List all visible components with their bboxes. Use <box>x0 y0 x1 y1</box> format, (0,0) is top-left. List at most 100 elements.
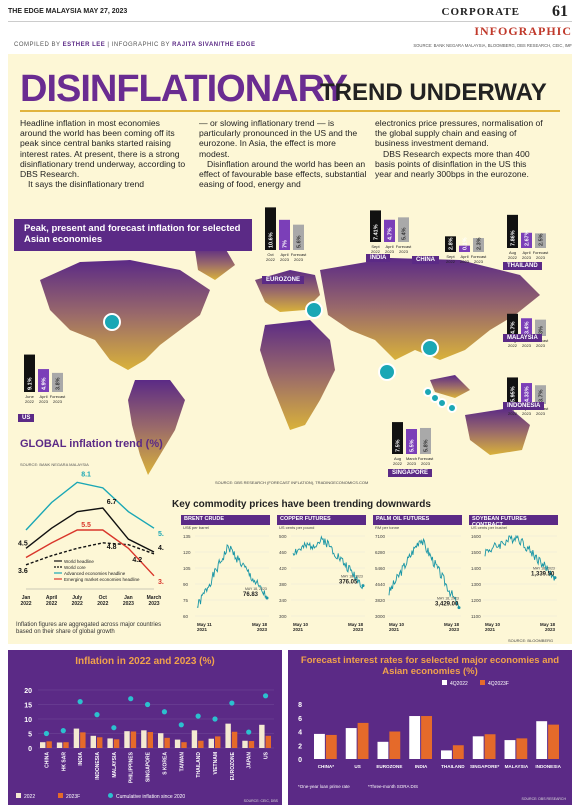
country-chart-us: 9.1%June20224.9%April20233.8%Forecast202… <box>24 354 66 404</box>
commodity-y-tick: 1100 <box>471 614 481 619</box>
rate-bar-4q2023f <box>484 734 496 759</box>
body-column-3: electronics price pressures, normalisati… <box>375 118 543 179</box>
infl-cumulative-dot <box>262 693 269 699</box>
credits-author: ESTHER LEE <box>62 42 106 48</box>
rate-legend-entry: 4Q2023F <box>488 681 509 687</box>
country-bar <box>521 232 532 248</box>
infl-x-tick: SINGAPORE <box>146 751 152 782</box>
commodity-last-value: 1,339.50 <box>531 572 555 578</box>
country-label-eurozone: EUROZONE <box>262 276 305 284</box>
country-bar-label: March <box>406 456 417 461</box>
credits: COMPILED BY ESTHER LEE | INFOGRAPHIC BY … <box>14 42 255 48</box>
rate-bar-4q2022 <box>409 716 421 759</box>
infl-cumulative-dot <box>229 700 235 706</box>
country-bar-label: 2023 <box>280 257 290 262</box>
map-source: SOURCE: DBS RESEARCH (FORECAST INFLATION… <box>215 480 369 485</box>
rate-bar-4q2022 <box>441 750 452 759</box>
commodity-x-start-year: 2021 <box>197 627 208 632</box>
commodity-panel: BRENT CRUDE US$ per barrel 135 120 105 90 75 60… <box>181 515 270 637</box>
north-america-shape <box>40 260 210 370</box>
country-bar <box>535 385 546 404</box>
country-bar-value: 2.3% <box>477 237 483 250</box>
commodity-y-tick: 90 <box>183 582 189 587</box>
rate-y-tick: 0 <box>298 757 302 764</box>
infl-bar-2023f <box>63 742 69 748</box>
country-bar-value: 7.86% <box>511 230 517 246</box>
rates-bars-chart: 4Q2022 4Q2023F 8 6 4 2 0 CHINA* US EUROZONE INDIA T… <box>298 680 566 801</box>
global-data-label: 4.8 <box>107 544 117 551</box>
country-bar-label: April <box>460 254 468 259</box>
country-bar-label: 2023 <box>39 399 49 404</box>
country-bar <box>507 313 518 336</box>
country-bar-label: 2023 <box>460 259 470 264</box>
body-column-2: — or slowing inflationary trend — is par… <box>199 118 367 189</box>
country-bar <box>279 219 290 250</box>
infl-bar-2022 <box>124 731 130 748</box>
rate-bar-4q2022 <box>314 733 325 759</box>
country-bar-label: Forecast <box>50 394 66 399</box>
country-bar-label: 2023 <box>294 257 304 262</box>
country-bar-value: 4.7% <box>388 227 394 240</box>
commodity-unit: RM per tonne <box>375 525 400 530</box>
commodity-x-end-year: 2023 <box>353 627 364 632</box>
commodity-y-tick: 6280 <box>375 550 386 555</box>
map-pin-thailand <box>423 387 433 397</box>
infographic-tag: INFOGRAPHIC <box>474 24 572 38</box>
commodity-panel-title: SOYBEAN FUTURES CONTRACT <box>469 515 558 528</box>
country-bar-value: 5.5% <box>410 439 416 452</box>
country-bar-label: Forecast <box>418 456 434 461</box>
country-bar <box>473 238 484 252</box>
commodity-x-start: May 10 <box>293 622 309 627</box>
commodity-unit: US cents per pound <box>279 525 315 530</box>
infl-cumulative-dot <box>77 699 83 705</box>
global-data-label: 4.5 <box>18 540 28 547</box>
commodity-y-tick: 135 <box>183 534 191 539</box>
country-label-us: US <box>18 414 35 422</box>
country-bar-label: Forecast <box>291 252 307 257</box>
country-bar <box>384 219 395 242</box>
greenland-shape <box>195 248 235 280</box>
country-bar-label: 2023 <box>421 461 431 466</box>
infl-bar-2022 <box>141 730 147 748</box>
inflation-bars-panel <box>8 650 282 805</box>
rate-bar-4q2022 <box>536 721 548 759</box>
country-bar-value: 7.41% <box>374 224 380 240</box>
infl-bar-2022 <box>40 742 46 748</box>
country-bar <box>398 217 409 242</box>
rate-bar-4q2022 <box>472 736 484 759</box>
infl-x-tick: VIETNAM <box>213 752 219 775</box>
infl-bar-2023f <box>113 739 120 748</box>
country-bar-label: 2023 <box>522 343 532 348</box>
country-bar-label: Sept <box>371 244 380 249</box>
australia-shape <box>465 408 530 455</box>
country-bar-label: 2022 <box>446 259 456 264</box>
country-chart-india: 7.41%Sept20224.7%April20235.4%Forecast20… <box>370 210 412 254</box>
infl-cumulative-dot <box>161 709 168 715</box>
global-x-tick: Jan <box>124 595 133 601</box>
global-x-tick: 2022 <box>20 601 31 607</box>
rate-legend-swatch <box>442 680 447 685</box>
commodity-y-tick: 300 <box>279 614 287 619</box>
infl-bar-2023f <box>46 741 52 748</box>
global-series-line <box>25 507 155 553</box>
country-bar-label: 2023 <box>536 411 546 416</box>
infl-bar-2023f <box>130 731 137 748</box>
country-bar-label: June <box>25 394 34 399</box>
country-bar <box>445 236 456 252</box>
infl-x-tick: HK SAR <box>61 752 67 772</box>
country-bar-label: 2022 <box>393 461 403 466</box>
infl-bar-2023f <box>248 741 255 748</box>
global-data-label: 5.5 <box>81 522 91 529</box>
country-bar-label: 2022 <box>266 257 276 262</box>
rate-legend-swatch <box>480 680 485 685</box>
infl-x-tick: CHINA <box>44 752 50 768</box>
infl-x-tick: THAILAND <box>196 752 202 778</box>
country-bar <box>265 207 276 250</box>
rate-x-tick: INDIA <box>415 764 428 769</box>
commodity-x-end: May 18 <box>444 622 460 627</box>
country-bar-label: Sept <box>446 254 455 259</box>
commodity-last-value: 3,429.00 <box>435 602 459 608</box>
country-bar <box>535 319 546 336</box>
infl-bar-2022 <box>225 723 231 748</box>
